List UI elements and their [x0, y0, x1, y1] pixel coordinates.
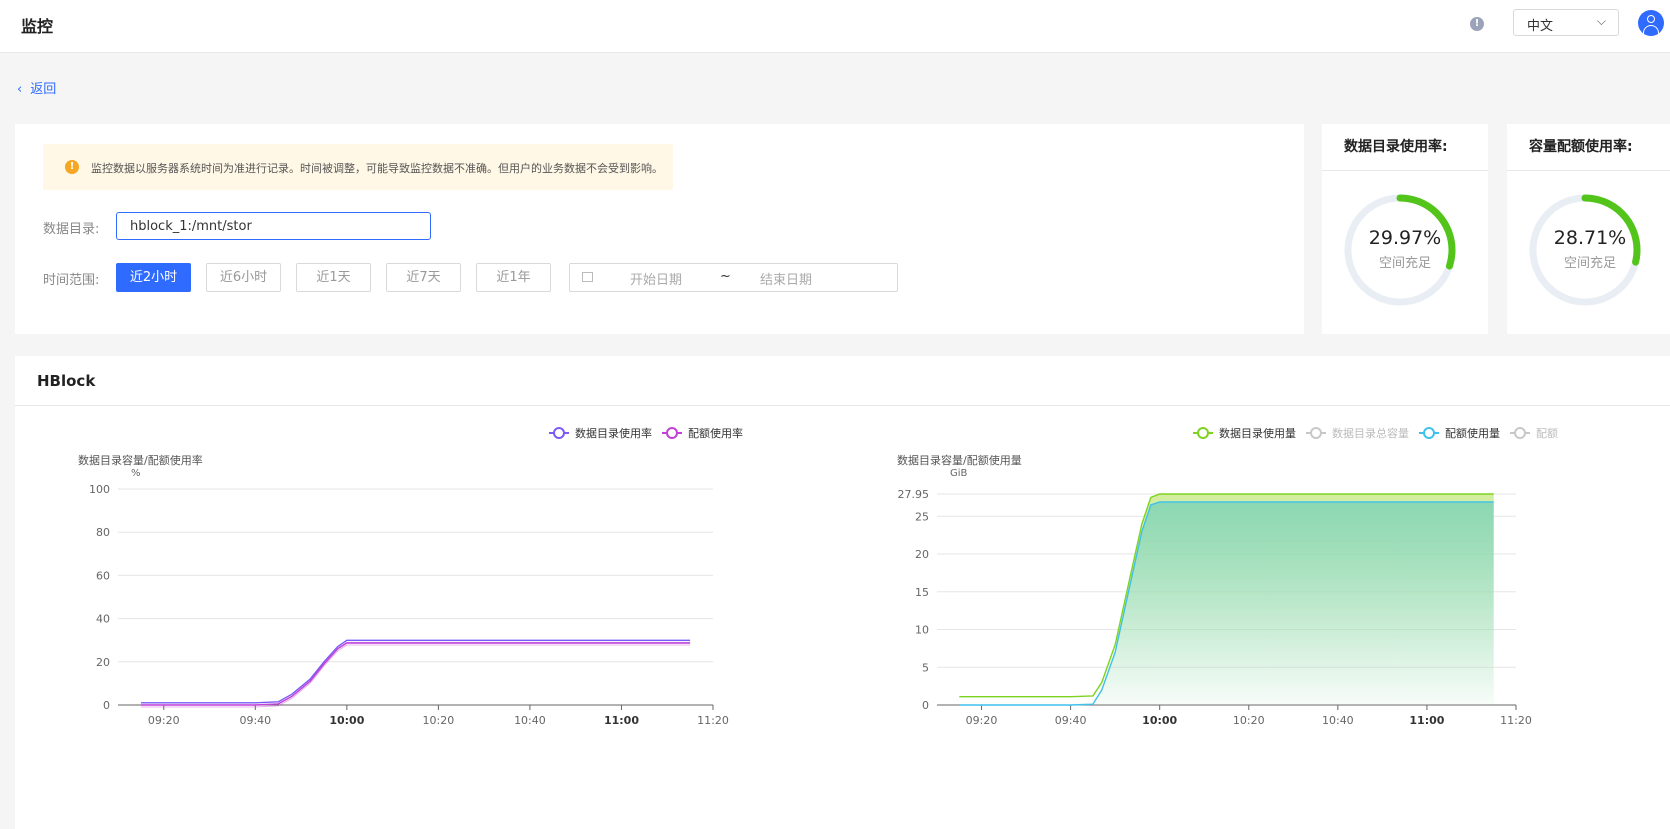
legend-marker [1514, 427, 1526, 439]
chevron-down-icon: ⌵ [1596, 14, 1606, 28]
y-tick-label: 0 [103, 699, 110, 712]
y-tick-label: 20 [915, 548, 929, 561]
time-btn-7d[interactable]: 近7天 [386, 263, 461, 292]
warning-icon: ! [65, 160, 79, 174]
end-date-input[interactable]: 结束日期 [760, 273, 813, 288]
language-value: 中文 [1527, 19, 1554, 34]
legend-label: 数据目录总容量 [1332, 426, 1409, 440]
quota-usage-card: 容量配额使用率: 28.71% 空间充足 [1507, 124, 1670, 334]
series-line [140, 639, 691, 704]
x-tick-label: 09:20 [148, 714, 180, 727]
legend-marker [553, 427, 565, 439]
dir-usage-caption: 空间充足 [1378, 256, 1431, 271]
y-tick-label: 20 [96, 656, 110, 669]
dir-usage-gauge [1344, 194, 1456, 306]
y-axis-unit: GiB [950, 468, 968, 479]
series-line-shadow [140, 644, 691, 708]
y-tick-label: 27.95 [898, 488, 930, 501]
x-tick-label: 11:00 [1409, 714, 1444, 727]
y-tick-label: 80 [96, 526, 110, 539]
y-tick-label: 100 [89, 483, 110, 496]
usage-rate-chart: 数据目录容量/配额使用率% 0 20 40 60 80 100 09:20 09:40 10:00… [78, 426, 743, 727]
quota-usage-percent: 28.71% [1553, 227, 1627, 249]
y-axis-unit: % [131, 468, 141, 479]
date-range-picker[interactable]: 开始日期 ~ 结束日期 [569, 263, 898, 292]
dir-usage-card: 数据目录使用率: 29.97% 空间充足 [1322, 124, 1488, 334]
legend-label: 数据目录使用量 [1219, 426, 1296, 440]
series-line [140, 642, 691, 706]
y-tick-label: 0 [922, 699, 929, 712]
date-separator: ~ [720, 269, 731, 284]
series-line-shadow [140, 641, 691, 706]
hblock-panel: HBlock 数据目录容量/配额使用率% 0 20 40 60 80 100 09:20 09:… [15, 356, 1670, 829]
y-tick-label: 25 [915, 510, 929, 523]
y-tick-label: 60 [96, 569, 110, 582]
language-select[interactable]: 中文 ⌵ [1513, 9, 1619, 36]
x-tick-label: 11:00 [604, 714, 639, 727]
x-tick-label: 09:40 [1055, 714, 1087, 727]
back-label: 返回 [30, 82, 57, 97]
y-tick-label: 5 [922, 661, 929, 674]
time-btn-1d[interactable]: 近1天 [296, 263, 371, 292]
series-area [959, 501, 1494, 705]
quota-usage-gauge [1529, 194, 1641, 306]
legend-marker [1423, 427, 1435, 439]
x-tick-label: 09:20 [966, 714, 998, 727]
user-avatar-icon[interactable] [1638, 10, 1664, 36]
series-line [959, 501, 1494, 706]
dir-usage-title: 数据目录使用率: [1322, 124, 1488, 171]
legend-label: 配额 [1536, 427, 1558, 440]
x-tick-label: 10:20 [423, 714, 455, 727]
y-tick-label: 10 [915, 624, 929, 637]
legend-label: 配额使用量 [1445, 427, 1500, 440]
legend-marker [1197, 427, 1209, 439]
legend-marker [1310, 427, 1322, 439]
y-tick-label: 40 [96, 613, 110, 626]
x-tick-label: 10:00 [1142, 714, 1177, 727]
x-tick-label: 11:20 [1500, 714, 1532, 727]
series-line [959, 493, 1494, 698]
back-link[interactable]: ‹ 返回 [17, 78, 56, 97]
time-btn-1y[interactable]: 近1年 [476, 263, 551, 292]
x-tick-label: 10:00 [329, 714, 364, 727]
time-btn-2h[interactable]: 近2小时 [116, 263, 191, 292]
data-dir-label: 数据目录: [43, 222, 100, 237]
top-bar: 监控 ! 中文 ⌵ [0, 0, 1670, 53]
filter-card: ! 监控数据以服务器系统时间为准进行记录。时间被调整，可能导致监控数据不准确。但… [15, 124, 1304, 334]
x-tick-label: 10:20 [1233, 714, 1265, 727]
time-btn-6h[interactable]: 近6小时 [206, 263, 281, 292]
x-tick-label: 11:20 [697, 714, 729, 727]
dir-usage-percent: 29.97% [1368, 227, 1442, 249]
panel-title: HBlock [15, 356, 1670, 406]
data-dir-select[interactable]: hblock_1:/mnt/stor [116, 212, 431, 240]
help-icon[interactable]: ! [1470, 17, 1484, 31]
legend-label: 数据目录使用率 [575, 426, 652, 440]
quota-usage-caption: 空间充足 [1563, 256, 1616, 271]
x-tick-label: 10:40 [1322, 714, 1354, 727]
chart-title: 数据目录容量/配额使用量 [897, 453, 1022, 467]
chevron-left-icon: ‹ [17, 82, 23, 97]
legend-marker [666, 427, 678, 439]
y-tick-label: 15 [915, 586, 929, 599]
quota-usage-title: 容量配额使用率: [1507, 124, 1670, 171]
notice-text: 监控数据以服务器系统时间为准进行记录。时间被调整，可能导致监控数据不准确。但用户… [91, 162, 663, 175]
time-range-label: 时间范围: [43, 273, 100, 288]
legend-label: 配额使用率 [688, 426, 743, 440]
start-date-input[interactable]: 开始日期 [630, 273, 683, 288]
x-tick-label: 10:40 [514, 714, 546, 727]
x-tick-label: 09:40 [239, 714, 271, 727]
page-title: 监控 [21, 17, 54, 36]
calendar-icon [582, 272, 593, 282]
chart-title: 数据目录容量/配额使用率 [78, 453, 203, 467]
notice-banner: ! 监控数据以服务器系统时间为准进行记录。时间被调整，可能导致监控数据不准确。但… [43, 144, 673, 190]
